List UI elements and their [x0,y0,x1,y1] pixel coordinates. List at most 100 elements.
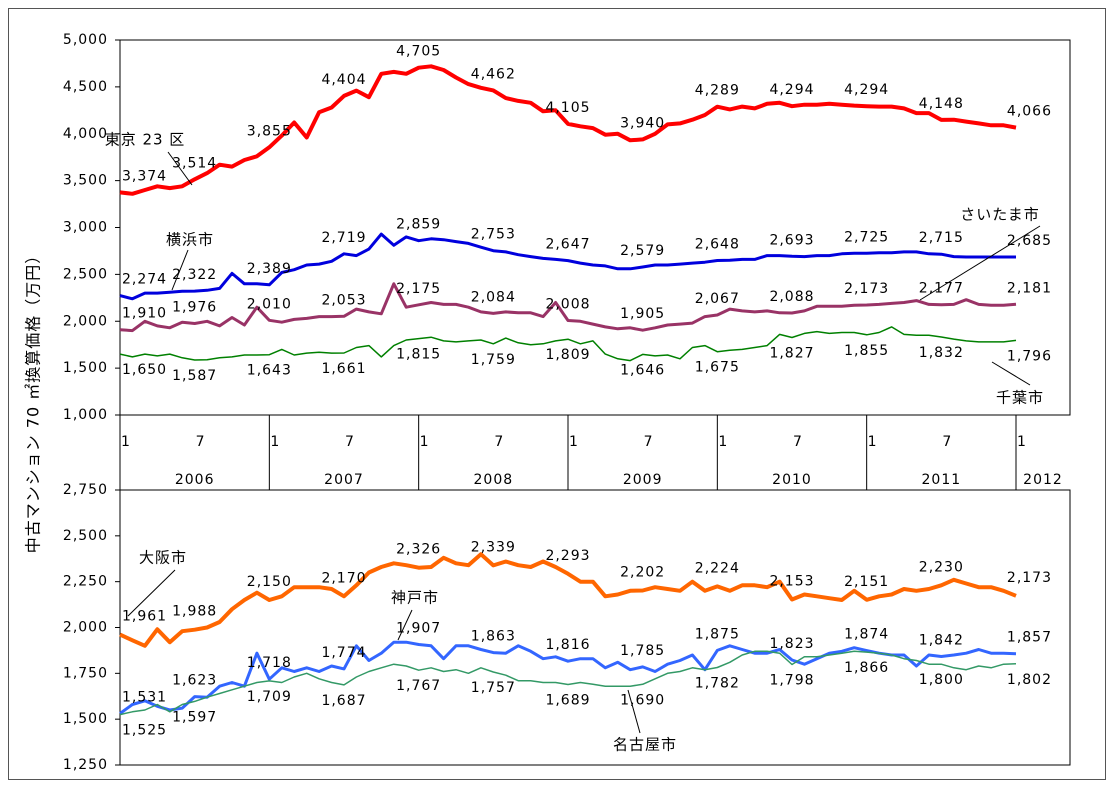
data-label: 2,293 [545,548,590,564]
data-label: 1,757 [471,680,516,696]
data-label: 2,685 [1007,233,1052,249]
data-label: 2,389 [247,261,292,277]
series-line [119,326,1017,362]
series-name: 横浜市 [166,231,214,249]
data-label: 2,339 [471,539,516,555]
data-label: 1,796 [1007,348,1052,364]
data-label: 1,800 [919,672,964,688]
data-label: 1,961 [122,609,167,625]
y-tick-label: 1,500 [63,360,108,376]
data-label: 1,525 [122,723,167,739]
data-label: 2,322 [172,267,217,283]
data-label: 2,719 [321,230,366,246]
data-label: 1,815 [396,347,441,363]
data-label: 2,181 [1007,280,1052,296]
x-tick-label: 7 [793,434,803,450]
series-name: 神戸市 [391,589,439,607]
series-name: さいたま市 [960,206,1040,224]
x-tick-label: 7 [644,434,654,450]
leader-line [127,569,176,617]
data-label: 1,827 [769,345,814,361]
data-label: 2,010 [247,296,292,312]
y-tick-label: 2,000 [63,620,108,636]
leader-line [919,225,1041,301]
data-label: 1,782 [695,675,740,691]
data-label: 1,759 [471,352,516,368]
data-label: 2,151 [844,574,889,590]
y-tick-label: 2,250 [63,574,108,590]
series-name: 名古屋市 [613,736,677,754]
data-label: 1,643 [247,363,292,379]
data-label: 3,374 [122,168,167,184]
series-line [119,650,1017,716]
data-label: 2,067 [695,291,740,307]
data-label: 2,088 [769,289,814,305]
data-label: 1,661 [321,361,366,377]
data-label: 2,648 [695,237,740,253]
data-label: 1,646 [620,362,665,378]
series-name: 千葉市 [996,389,1044,407]
data-label: 2,150 [247,574,292,590]
y-tick-label: 2,500 [63,528,108,544]
x-tick-label: 7 [494,434,504,450]
data-label: 2,153 [769,573,814,589]
year-label: 2012 [1023,472,1063,488]
data-label: 1,809 [545,347,590,363]
data-label: 2,177 [919,281,964,297]
x-tick-label: 1 [718,434,728,450]
series-name: 東京 23 区 [105,131,186,149]
data-label: 1,907 [396,621,441,637]
data-label: 4,289 [695,83,740,99]
data-label: 4,105 [545,100,590,116]
x-tick-label: 7 [345,434,355,450]
data-label: 1,587 [172,368,217,384]
x-tick-label: 1 [1017,434,1027,450]
y-tick-label: 1,000 [63,407,108,423]
year-label: 2011 [922,472,962,488]
data-label: 1,976 [172,300,217,316]
data-label: 1,689 [545,693,590,709]
leader-line [627,689,641,734]
y-tick-label: 1,250 [63,757,108,773]
data-label: 4,705 [396,44,441,60]
year-label: 2008 [474,472,514,488]
series-line [119,282,1017,333]
data-label: 1,816 [545,637,590,653]
data-label: 2,053 [321,292,366,308]
data-label: 1,863 [471,629,516,645]
data-label: 1,767 [396,678,441,694]
series-name: 大阪市 [139,549,187,567]
plot-frame [119,489,1071,766]
data-label: 2,725 [844,229,889,245]
data-label: 2,859 [396,217,441,233]
y-tick-label: 1,500 [63,711,108,727]
data-label: 2,173 [1007,570,1052,586]
data-label: 2,326 [396,542,441,558]
data-label: 1,988 [172,604,217,620]
data-label: 2,579 [620,243,665,259]
series-line [119,552,1017,648]
data-label: 1,675 [695,360,740,376]
x-tick-label: 1 [121,434,131,450]
data-label: 4,066 [1007,104,1052,120]
data-label: 4,462 [471,66,516,82]
data-label: 3,855 [247,123,292,139]
data-label: 2,230 [919,559,964,575]
data-label: 1,774 [321,645,366,661]
y-tick-label: 2,750 [63,482,108,498]
x-tick-label: 1 [868,434,878,450]
data-label: 2,202 [620,564,665,580]
y-tick-label: 4,500 [63,79,108,95]
data-label: 1,857 [1007,630,1052,646]
x-tick-label: 7 [942,434,952,450]
data-label: 2,170 [321,570,366,586]
data-label: 1,687 [321,693,366,709]
x-tick-label: 1 [569,434,579,450]
y-tick-label: 5,000 [63,32,108,48]
data-label: 1,531 [122,689,167,705]
y-tick-label: 2,000 [63,313,108,329]
data-label: 2,084 [471,289,516,305]
series-line [119,640,1017,715]
data-label: 4,294 [769,82,814,98]
